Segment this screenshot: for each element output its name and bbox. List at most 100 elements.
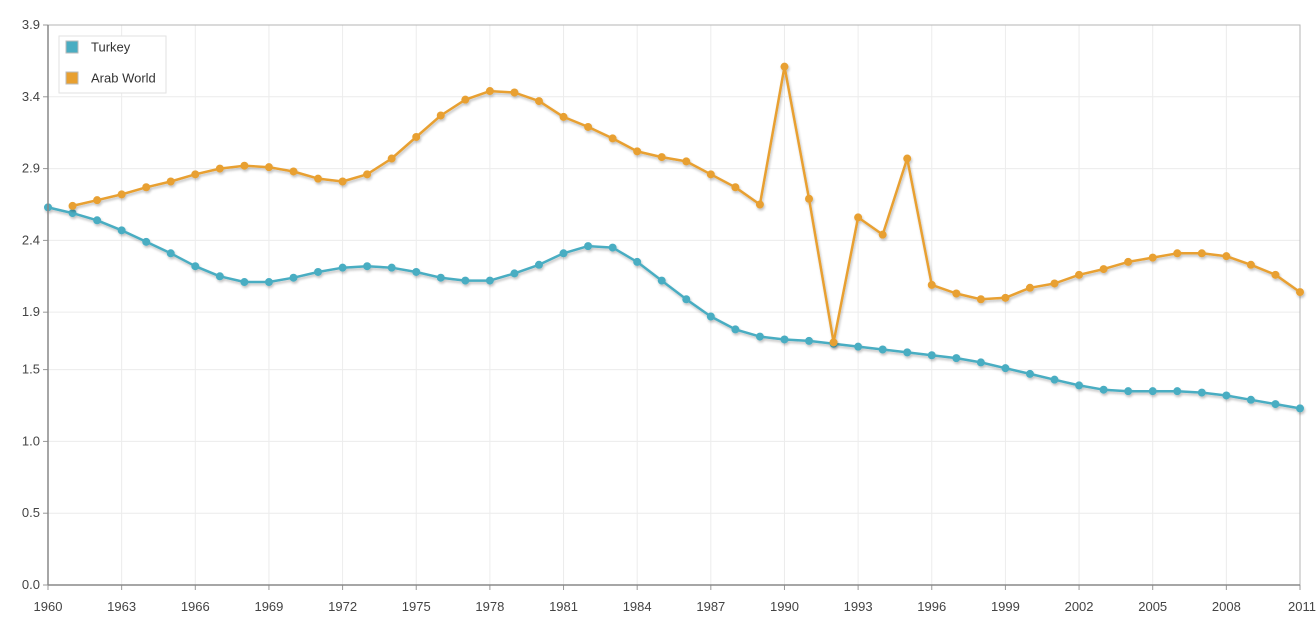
data-point-turkey[interactable]: [682, 295, 691, 304]
data-point-turkey[interactable]: [584, 242, 593, 251]
data-point-arab-world[interactable]: [1271, 270, 1280, 279]
data-point-arab-world[interactable]: [1246, 260, 1255, 269]
data-point-turkey[interactable]: [93, 216, 102, 225]
data-point-arab-world[interactable]: [952, 289, 961, 298]
data-point-turkey[interactable]: [1222, 391, 1231, 400]
data-point-turkey[interactable]: [117, 226, 126, 235]
data-point-turkey[interactable]: [706, 312, 715, 321]
data-point-turkey[interactable]: [68, 209, 77, 218]
data-point-arab-world[interactable]: [1025, 283, 1034, 292]
data-point-arab-world[interactable]: [608, 134, 617, 143]
data-point-turkey[interactable]: [534, 260, 543, 269]
data-point-turkey[interactable]: [142, 237, 151, 246]
data-point-turkey[interactable]: [952, 354, 961, 363]
data-point-turkey[interactable]: [755, 332, 764, 341]
data-point-arab-world[interactable]: [485, 87, 494, 96]
data-point-turkey[interactable]: [264, 278, 273, 287]
legend[interactable]: Turkey Arab World: [58, 35, 167, 94]
data-point-arab-world[interactable]: [93, 196, 102, 205]
data-point-turkey[interactable]: [1197, 388, 1206, 397]
data-point-arab-world[interactable]: [829, 338, 838, 347]
data-point-turkey[interactable]: [903, 348, 912, 357]
data-point-turkey[interactable]: [314, 267, 323, 276]
data-point-arab-world[interactable]: [780, 62, 789, 71]
data-point-arab-world[interactable]: [436, 111, 445, 120]
data-point-arab-world[interactable]: [731, 183, 740, 192]
data-point-turkey[interactable]: [191, 262, 200, 271]
data-point-turkey[interactable]: [412, 267, 421, 276]
data-point-arab-world[interactable]: [338, 177, 347, 186]
data-point-arab-world[interactable]: [240, 161, 249, 170]
data-point-turkey[interactable]: [1025, 369, 1034, 378]
data-point-turkey[interactable]: [1001, 364, 1010, 373]
data-point-turkey[interactable]: [559, 249, 568, 258]
data-point-turkey[interactable]: [166, 249, 175, 258]
data-point-turkey[interactable]: [1246, 395, 1255, 404]
data-point-arab-world[interactable]: [1001, 293, 1010, 302]
data-point-arab-world[interactable]: [682, 157, 691, 166]
data-point-arab-world[interactable]: [1124, 257, 1133, 266]
data-point-arab-world[interactable]: [289, 167, 298, 176]
legend-item-turkey[interactable]: Turkey: [65, 40, 131, 55]
data-point-arab-world[interactable]: [117, 190, 126, 199]
data-point-arab-world[interactable]: [412, 133, 421, 141]
data-point-turkey[interactable]: [976, 358, 985, 367]
data-point-arab-world[interactable]: [363, 170, 372, 179]
data-point-turkey[interactable]: [1173, 387, 1182, 396]
data-point-arab-world[interactable]: [1050, 279, 1059, 288]
data-point-arab-world[interactable]: [1075, 270, 1084, 279]
data-point-arab-world[interactable]: [755, 200, 764, 209]
data-point-arab-world[interactable]: [1296, 288, 1304, 297]
data-point-arab-world[interactable]: [264, 163, 273, 172]
data-point-turkey[interactable]: [1296, 404, 1304, 413]
data-point-turkey[interactable]: [657, 276, 666, 285]
data-point-turkey[interactable]: [1099, 385, 1108, 394]
data-point-turkey[interactable]: [608, 243, 617, 252]
data-point-arab-world[interactable]: [878, 230, 887, 239]
data-point-arab-world[interactable]: [215, 164, 224, 173]
data-point-arab-world[interactable]: [142, 183, 151, 192]
data-point-arab-world[interactable]: [903, 154, 912, 163]
data-point-arab-world[interactable]: [461, 95, 470, 104]
data-point-turkey[interactable]: [878, 345, 887, 354]
data-point-turkey[interactable]: [215, 272, 224, 281]
data-point-arab-world[interactable]: [1197, 249, 1206, 258]
data-point-arab-world[interactable]: [1099, 265, 1108, 274]
data-point-arab-world[interactable]: [657, 153, 666, 162]
data-point-arab-world[interactable]: [166, 177, 175, 186]
data-point-arab-world[interactable]: [854, 213, 863, 222]
data-point-turkey[interactable]: [1075, 381, 1084, 390]
data-point-arab-world[interactable]: [314, 174, 323, 183]
data-point-turkey[interactable]: [363, 262, 372, 271]
data-point-turkey[interactable]: [1124, 387, 1133, 396]
data-point-arab-world[interactable]: [1148, 253, 1157, 262]
data-point-turkey[interactable]: [1271, 400, 1280, 409]
data-point-turkey[interactable]: [510, 269, 519, 278]
data-point-arab-world[interactable]: [534, 97, 543, 106]
data-point-arab-world[interactable]: [1173, 249, 1182, 258]
data-point-arab-world[interactable]: [191, 170, 200, 179]
data-point-turkey[interactable]: [633, 257, 642, 266]
data-point-turkey[interactable]: [485, 276, 494, 285]
data-point-turkey[interactable]: [805, 336, 814, 345]
data-point-arab-world[interactable]: [805, 194, 814, 203]
data-point-turkey[interactable]: [780, 335, 789, 344]
data-point-arab-world[interactable]: [68, 201, 77, 210]
data-point-arab-world[interactable]: [1222, 252, 1231, 261]
data-point-arab-world[interactable]: [633, 147, 642, 156]
data-point-arab-world[interactable]: [387, 154, 396, 163]
data-point-arab-world[interactable]: [510, 88, 519, 97]
data-point-arab-world[interactable]: [584, 122, 593, 131]
data-point-turkey[interactable]: [387, 263, 396, 272]
data-point-turkey[interactable]: [240, 278, 249, 287]
data-point-arab-world[interactable]: [559, 112, 568, 121]
data-point-arab-world[interactable]: [927, 280, 936, 289]
data-point-turkey[interactable]: [1148, 387, 1157, 396]
data-point-turkey[interactable]: [731, 325, 740, 334]
data-point-turkey[interactable]: [1050, 375, 1059, 384]
legend-item-arab-world[interactable]: Arab World: [65, 71, 156, 86]
data-point-turkey[interactable]: [436, 273, 445, 282]
data-point-turkey[interactable]: [927, 351, 936, 360]
data-point-turkey[interactable]: [854, 342, 863, 351]
data-point-turkey[interactable]: [289, 273, 298, 282]
